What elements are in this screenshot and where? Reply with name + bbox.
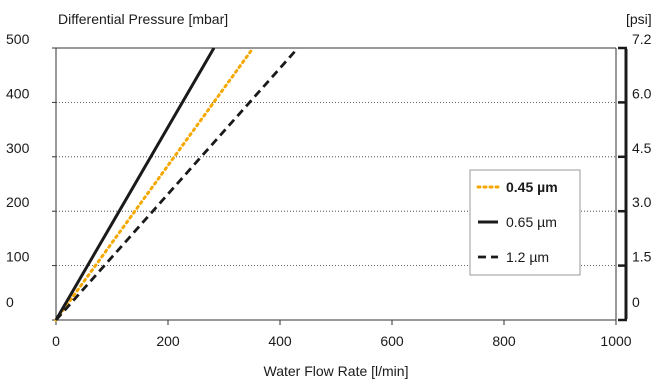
x-tick-label-200: 200 xyxy=(156,333,180,349)
x-tick-label-400: 400 xyxy=(268,333,292,349)
legend-label-0: 0.45 µm xyxy=(506,179,558,195)
x-tick-label-600: 600 xyxy=(380,333,404,349)
series-line-0 xyxy=(54,46,255,322)
y-tick-label-500: 500 xyxy=(6,31,30,47)
y2-tick-label-2: 3.0 xyxy=(632,194,652,210)
y2-tick-label-4: 6.0 xyxy=(632,85,652,101)
y2-tick-label-3: 4.5 xyxy=(632,140,652,156)
x-tick-label-1000: 1000 xyxy=(600,333,631,349)
y2-tick-label-5: 7.2 xyxy=(632,31,652,47)
y-tick-label-200: 200 xyxy=(6,194,30,210)
x-axis-label: Water Flow Rate [l/min] xyxy=(264,363,409,379)
y-tick-label-100: 100 xyxy=(6,249,30,265)
y-tick-label-0: 0 xyxy=(6,294,14,310)
legend-label-2: 1.2 µm xyxy=(506,249,549,265)
legend-label-1: 0.65 µm xyxy=(506,214,557,230)
x-tick-label-0: 0 xyxy=(52,333,60,349)
y2-axis-label: [psi] xyxy=(626,11,652,27)
series-line-1 xyxy=(54,47,216,321)
y2-tick-label-0: 0 xyxy=(632,294,640,310)
y-tick-label-400: 400 xyxy=(6,85,30,101)
x-tick-label-800: 800 xyxy=(492,333,516,349)
series-line-2 xyxy=(54,47,299,321)
y2-tick-label-1: 1.5 xyxy=(632,249,652,265)
y-axis-label: Differential Pressure [mbar] xyxy=(58,11,228,27)
y-tick-label-300: 300 xyxy=(6,140,30,156)
